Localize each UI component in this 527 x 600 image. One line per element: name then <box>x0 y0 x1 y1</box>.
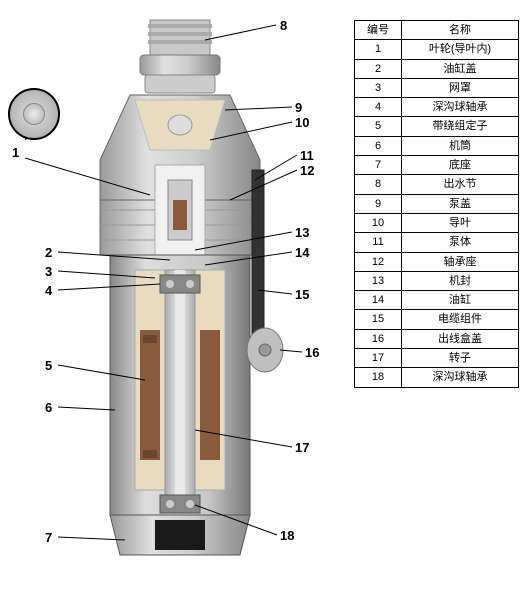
impeller-detail-inner <box>23 103 45 125</box>
table-row: 3网罩 <box>355 78 519 97</box>
part-number: 6 <box>355 136 402 155</box>
part-number: 3 <box>355 78 402 97</box>
part-name: 深沟球轴承 <box>402 368 519 387</box>
part-name: 轴承座 <box>402 252 519 271</box>
table-row: 6机筒 <box>355 136 519 155</box>
part-name: 机封 <box>402 271 519 290</box>
callout-number: 1 <box>12 145 19 160</box>
callout-number: 12 <box>300 163 314 178</box>
table-row: 5带绕组定子 <box>355 117 519 136</box>
part-name: 叶轮(导叶内) <box>402 40 519 59</box>
table-row: 11泵体 <box>355 233 519 252</box>
part-name: 油缸 <box>402 291 519 310</box>
callout-number: 16 <box>305 345 319 360</box>
part-number: 13 <box>355 271 402 290</box>
impeller-detail-inset <box>8 88 60 140</box>
part-number: 2 <box>355 59 402 78</box>
table-row: 2油缸盖 <box>355 59 519 78</box>
part-number: 18 <box>355 368 402 387</box>
callout-number: 10 <box>295 115 309 130</box>
callout-number: 9 <box>295 100 302 115</box>
table-header-num: 编号 <box>355 21 402 40</box>
part-name: 泵体 <box>402 233 519 252</box>
callout-number: 13 <box>295 225 309 240</box>
part-name: 机筒 <box>402 136 519 155</box>
callout-number: 5 <box>45 358 52 373</box>
callout-number: 17 <box>295 440 309 455</box>
callout-number: 2 <box>45 245 52 260</box>
part-number: 5 <box>355 117 402 136</box>
table-row: 12轴承座 <box>355 252 519 271</box>
table-row: 13机封 <box>355 271 519 290</box>
part-number: 7 <box>355 156 402 175</box>
part-name: 转子 <box>402 349 519 368</box>
table-row: 1叶轮(导叶内) <box>355 40 519 59</box>
part-number: 12 <box>355 252 402 271</box>
callout-number: 3 <box>45 264 52 279</box>
part-number: 14 <box>355 291 402 310</box>
table-row: 9泵盖 <box>355 194 519 213</box>
part-name: 深沟球轴承 <box>402 98 519 117</box>
table-header-name: 名称 <box>402 21 519 40</box>
part-number: 4 <box>355 98 402 117</box>
parts-list-table: 编号 名称 1叶轮(导叶内)2油缸盖3网罩4深沟球轴承5带绕组定子6机筒7底座8… <box>354 20 519 388</box>
callout-number: 7 <box>45 530 52 545</box>
part-number: 15 <box>355 310 402 329</box>
table-row: 18深沟球轴承 <box>355 368 519 387</box>
table-row: 4深沟球轴承 <box>355 98 519 117</box>
part-number: 10 <box>355 213 402 232</box>
table-row: 17转子 <box>355 349 519 368</box>
callout-number: 6 <box>45 400 52 415</box>
callout-number: 15 <box>295 287 309 302</box>
part-number: 11 <box>355 233 402 252</box>
part-number: 17 <box>355 349 402 368</box>
table-row: 14油缸 <box>355 291 519 310</box>
callout-number: 11 <box>300 148 314 163</box>
part-name: 出水节 <box>402 175 519 194</box>
part-number: 16 <box>355 329 402 348</box>
part-name: 带绕组定子 <box>402 117 519 136</box>
part-number: 1 <box>355 40 402 59</box>
callout-number: 8 <box>280 18 287 33</box>
part-name: 出线盒盖 <box>402 329 519 348</box>
callout-number: 18 <box>280 528 294 543</box>
table-row: 10导叶 <box>355 213 519 232</box>
part-name: 泵盖 <box>402 194 519 213</box>
callout-number: 4 <box>45 283 52 298</box>
callout-number: 14 <box>295 245 309 260</box>
table-row: 7底座 <box>355 156 519 175</box>
pump-diagram-area: 123456789101112131415161718 <box>0 0 360 600</box>
parts-table-body: 1叶轮(导叶内)2油缸盖3网罩4深沟球轴承5带绕组定子6机筒7底座8出水节9泵盖… <box>355 40 519 387</box>
part-name: 网罩 <box>402 78 519 97</box>
part-name: 电缆组件 <box>402 310 519 329</box>
table-row: 16出线盒盖 <box>355 329 519 348</box>
part-number: 9 <box>355 194 402 213</box>
part-name: 油缸盖 <box>402 59 519 78</box>
table-row: 8出水节 <box>355 175 519 194</box>
table-row: 15电缆组件 <box>355 310 519 329</box>
part-number: 8 <box>355 175 402 194</box>
part-name: 导叶 <box>402 213 519 232</box>
part-name: 底座 <box>402 156 519 175</box>
